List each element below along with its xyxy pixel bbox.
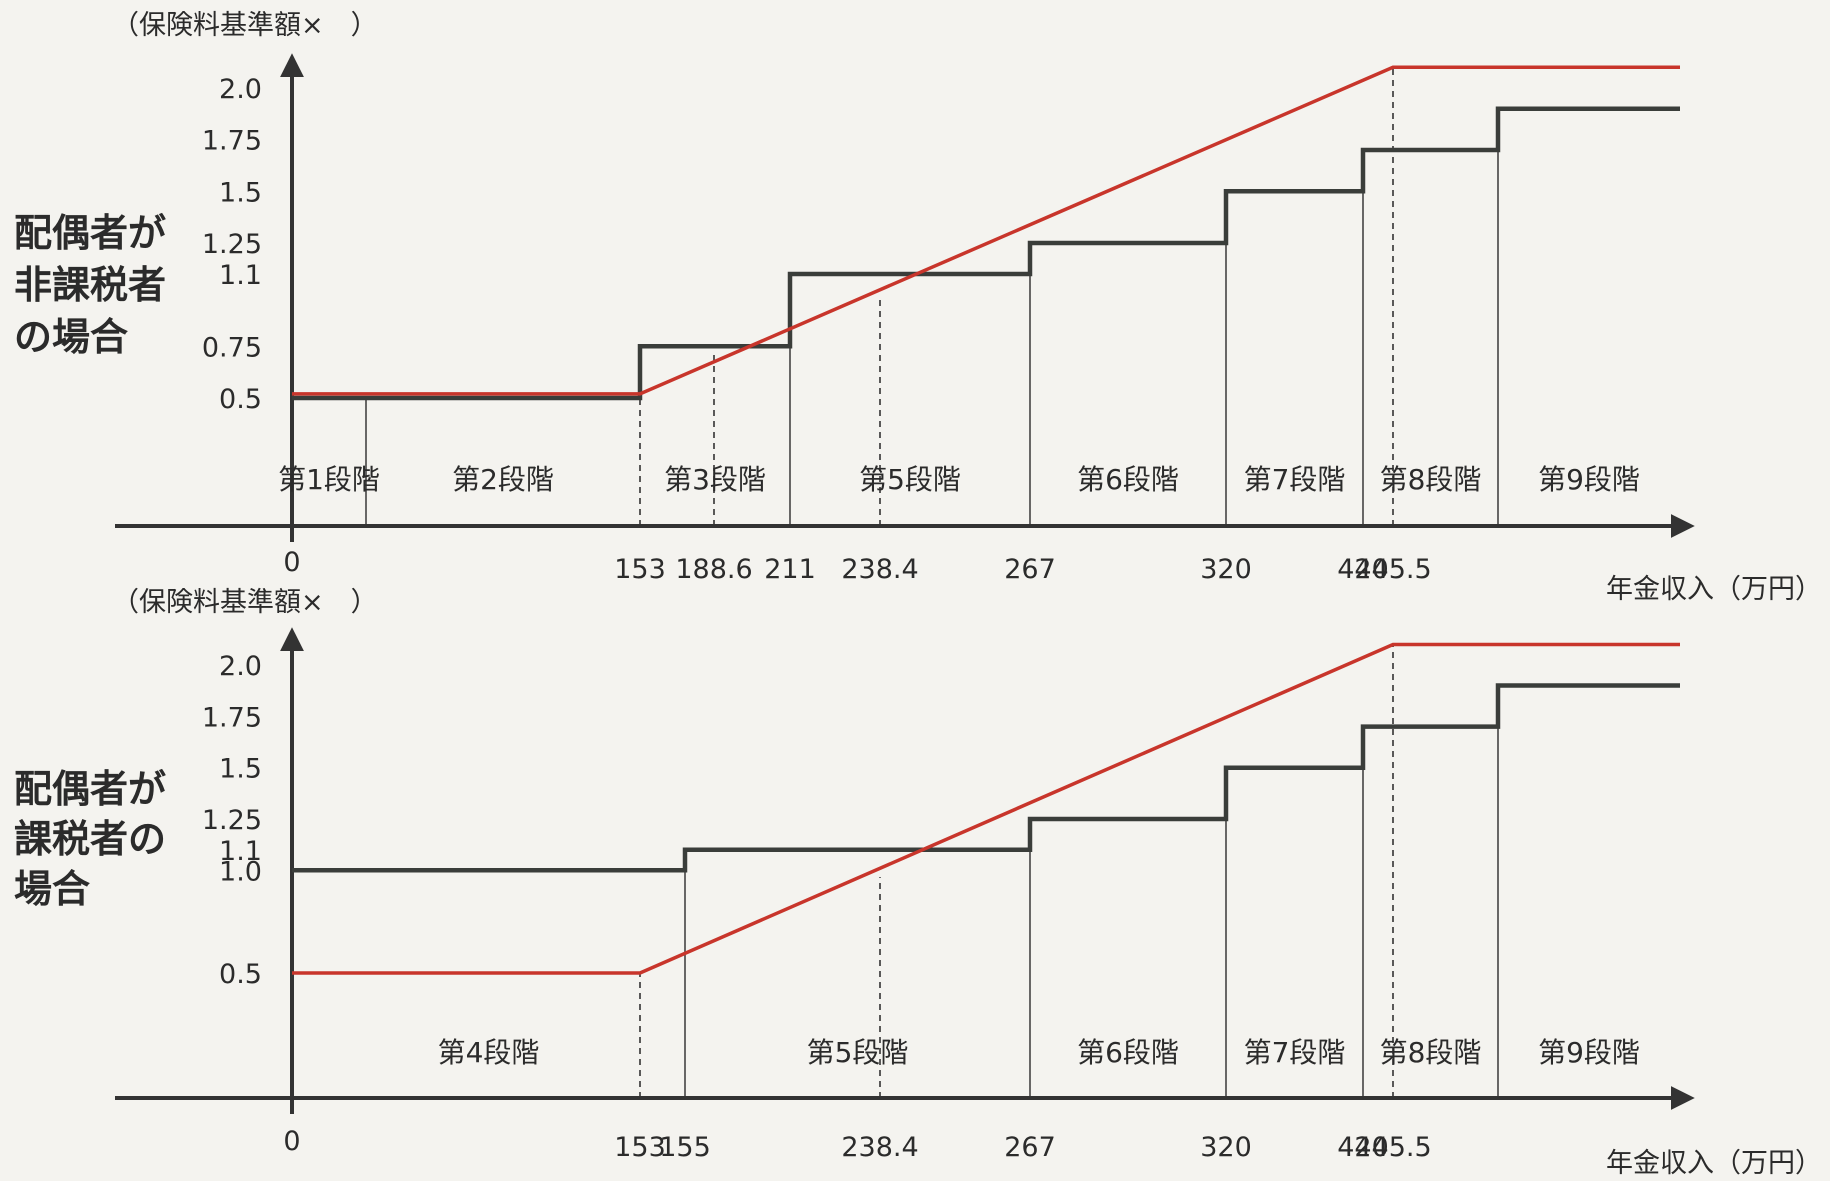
y-tick-label: 0.75	[202, 332, 262, 363]
y-tick-label: 1.5	[219, 754, 262, 785]
side-label-line: の場合	[14, 315, 128, 359]
x-tick-label: 153	[614, 554, 666, 585]
x-tick-label: 320	[1200, 1132, 1252, 1163]
y-tick-label: 0.5	[219, 959, 262, 990]
x-tick-label: 420	[1337, 1132, 1389, 1163]
x-tick-label: 155	[659, 1132, 711, 1163]
y-axis-label: （保険料基準額× ）	[112, 587, 378, 618]
y-tick-label: 1.75	[202, 126, 262, 157]
side-label-line: 配偶者が	[14, 767, 166, 811]
stage-label: 第7段階	[1244, 1036, 1346, 1069]
stage-label: 第4段階	[438, 1036, 540, 1069]
stage-label: 第3段階	[664, 463, 766, 496]
stepped-premium-line	[292, 683, 1680, 873]
premium-rate-line	[292, 642, 1680, 975]
stage-label: 第7段階	[1244, 463, 1346, 496]
x-axis-label: 年金収入（万円）	[1606, 574, 1822, 605]
stage-label: 第6段階	[1077, 463, 1179, 496]
x-tick-label: 238.4	[841, 554, 918, 585]
y-tick-label: 1.25	[202, 805, 262, 836]
x-tick-label: 267	[1004, 1132, 1056, 1163]
chart-spouse-non-taxable: 0.5 0.75 1.11.25 1.5 1.75 2.0 0 153 188.6 211 238.…	[14, 10, 1822, 605]
x-tick-label: 267	[1004, 554, 1056, 585]
y-tick-label: 2.0	[219, 74, 262, 105]
y-tick-label: 0.5	[219, 384, 262, 415]
x-tick-label: 211	[764, 554, 816, 585]
y-tick-label: 1.25	[202, 229, 262, 260]
stage-label: 第1段階	[278, 463, 380, 496]
stage-label: 第2段階	[452, 463, 554, 496]
stage-label: 第5段階	[807, 1036, 909, 1069]
stage-label: 第6段階	[1077, 1036, 1179, 1069]
side-label-line: 非課税者	[14, 263, 166, 307]
stage-label: 第8段階	[1380, 463, 1482, 496]
x-tick-label: 0	[283, 547, 300, 578]
side-label-line: 配偶者が	[14, 211, 166, 255]
stage-label: 第9段階	[1538, 463, 1640, 496]
x-tick-label: 0	[283, 1126, 300, 1157]
x-tick-label: 238.4	[841, 1132, 918, 1163]
side-label-line: 場合	[14, 867, 90, 911]
x-tick-label: 445.5	[1354, 554, 1431, 585]
y-tick-label: 2.0	[219, 651, 262, 682]
x-tick-label: 153	[614, 1132, 666, 1163]
y-axis-label: （保険料基準額× ）	[112, 10, 378, 41]
stepped-premium-line	[292, 106, 1680, 401]
y-tick-label: 1.75	[202, 702, 262, 733]
x-tick-label: 188.6	[675, 554, 752, 585]
x-tick-label: 320	[1200, 554, 1252, 585]
y-tick-label: 1.5	[219, 177, 262, 208]
stage-label: 第9段階	[1538, 1036, 1640, 1069]
y-tick-label: 1.1	[219, 260, 262, 291]
stage-label: 第8段階	[1380, 1036, 1482, 1069]
x-tick-label: 445.5	[1354, 1132, 1431, 1163]
y-tick-label: 1.0	[219, 856, 262, 887]
x-tick-label: 420	[1337, 554, 1389, 585]
side-label-line: 課税者の	[14, 817, 166, 861]
y-tick-label: 1.1	[219, 836, 262, 867]
premium-rate-line	[292, 65, 1680, 396]
stage-label: 第5段階	[859, 463, 961, 496]
x-axis-label: 年金収入（万円）	[1606, 1148, 1822, 1179]
